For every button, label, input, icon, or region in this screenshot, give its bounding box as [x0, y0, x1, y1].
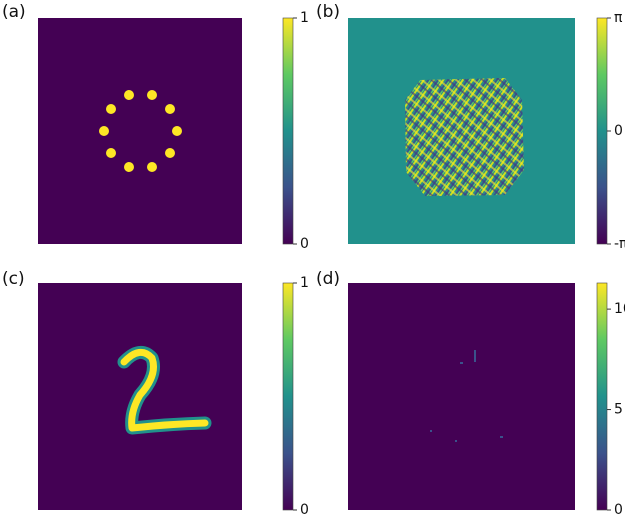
colorbar [283, 18, 293, 244]
figure: (a) 0 1 (b) -π 0 π (c) 0 1 (d) 0 5 10 [0, 0, 625, 517]
colorbar-tick-label: 1 [300, 275, 309, 291]
colorbar-tick-label: 0 [614, 123, 623, 139]
image-c [38, 283, 242, 510]
colorbar-tick-label: 1 [300, 10, 309, 26]
colorbar-tick-label: 10 [614, 301, 625, 317]
colorbar-tick-label: 0 [614, 502, 623, 517]
image-a [38, 18, 242, 244]
colorbar [283, 283, 293, 510]
colorbar-tick-label: -π [614, 236, 625, 252]
panel-label: (b) [316, 2, 340, 22]
panel-label: (a) [2, 2, 26, 22]
colorbar-tick-label: π [614, 10, 623, 26]
image-d [348, 283, 575, 510]
colorbar [597, 283, 607, 510]
colorbar [597, 18, 607, 244]
colorbar-tick-label: 0 [300, 236, 309, 252]
panel-label: (c) [2, 269, 25, 289]
panel-label: (d) [316, 269, 340, 289]
colorbar-tick-label: 0 [300, 502, 309, 517]
image-b [348, 18, 575, 244]
colorbar-tick-label: 5 [614, 402, 623, 418]
